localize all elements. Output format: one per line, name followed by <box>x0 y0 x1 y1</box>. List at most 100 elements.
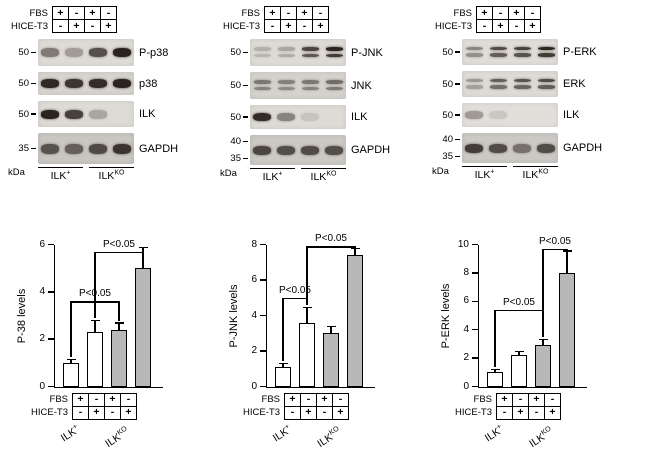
axis-tick-icon <box>259 243 266 246</box>
protein-band <box>89 79 107 88</box>
condition-cell: + <box>84 6 101 20</box>
tick-label: 0 <box>463 380 469 392</box>
bar <box>135 268 151 387</box>
axis-tick-icon <box>47 338 54 340</box>
mw-number: 40 <box>442 134 453 145</box>
kda-row: kDa ILK+ ILKKO <box>432 166 630 181</box>
protein-band <box>89 109 107 119</box>
bar <box>487 372 503 387</box>
blot-row: 50 ILK <box>220 105 418 129</box>
mw-tick-icon <box>31 82 36 85</box>
protein-band <box>301 80 319 84</box>
kda-label: kDa <box>8 167 25 178</box>
mw-number: 50 <box>18 108 29 120</box>
mw-marker: 50 <box>230 81 248 90</box>
group-label-text: ILK+ <box>270 422 291 444</box>
mw-markers: 50 <box>8 72 38 95</box>
mw-tick-icon <box>31 113 36 115</box>
protein-band <box>513 53 531 57</box>
protein-band <box>489 53 507 57</box>
axis-tick-icon <box>259 350 266 352</box>
condition-cell: - <box>284 405 301 420</box>
protein-band <box>277 53 295 58</box>
protein-band <box>41 79 59 88</box>
protein-band <box>89 143 107 154</box>
error-bar-cap <box>490 368 500 371</box>
protein-band <box>513 46 531 51</box>
error-bar-cap <box>326 325 336 328</box>
significance-label: P<0.05 <box>315 233 347 245</box>
mw-number: 50 <box>230 80 241 91</box>
tick-label: 4 <box>39 285 45 297</box>
error-bar <box>118 323 120 330</box>
condition-cell: - <box>104 405 121 420</box>
kda-label: kDa <box>220 168 237 179</box>
condition-cell: + <box>300 405 317 420</box>
error-bar-cap <box>514 351 524 353</box>
axis-tick-icon <box>259 385 266 388</box>
condition-row-label: HICE-T3 <box>11 20 48 32</box>
mw-number: 50 <box>18 47 29 58</box>
axis-tick-icon <box>259 279 266 281</box>
condition-cell: + <box>68 19 85 33</box>
blot-label: GAPDH <box>351 144 391 156</box>
blot-label: GAPDH <box>139 142 179 155</box>
protein-band <box>277 47 295 51</box>
condition-cell: + <box>512 405 529 420</box>
condition-cell: + <box>296 6 313 20</box>
mw-markers: 40 35 <box>220 135 250 165</box>
bar <box>299 322 315 387</box>
axis-tick-icon <box>471 328 478 331</box>
protein-band <box>253 53 271 58</box>
group-label: ILKKO <box>527 424 556 449</box>
mw-marker: 35 <box>442 152 460 161</box>
blot-label: P-p38 <box>139 46 169 59</box>
mw-marker: 40 <box>230 137 248 146</box>
lane-group-label: ILKKO <box>513 166 558 181</box>
protein-band <box>41 48 59 57</box>
protein-band <box>513 78 531 83</box>
error-bar-cap <box>538 338 548 341</box>
blot-image-GAPDH <box>250 135 346 165</box>
error-bar-cap <box>114 322 124 324</box>
significance-bracket-leg <box>566 248 568 253</box>
condition-cell: + <box>312 19 329 33</box>
condition-row-label: FBS <box>241 7 260 19</box>
condition-row-label: FBS <box>29 7 48 19</box>
mw-markers: 50 <box>432 103 462 127</box>
error-bar <box>494 370 496 373</box>
blot-label: ILK <box>139 108 156 120</box>
condition-cell: - <box>264 19 281 33</box>
mw-number: 50 <box>230 47 241 58</box>
protein-band <box>537 78 555 83</box>
significance-bracket-leg <box>142 251 144 256</box>
condition-cell: - <box>72 405 89 420</box>
lane-group-label: ILK+ <box>250 168 295 183</box>
axis-tick-icon <box>471 385 478 388</box>
mw-tick-icon <box>243 84 248 87</box>
blot-row-section: FBS + - + - HICE-T3- + - +50 P-p38 50 p38 50 ILK 35 GAP… <box>0 0 650 183</box>
blot-image-P-ERK <box>462 39 558 65</box>
mw-markers: 40 35 <box>432 133 462 163</box>
mw-number: 35 <box>230 153 241 164</box>
blot-row: 35 GAPDH <box>8 133 206 164</box>
condition-cell: - <box>332 392 349 407</box>
axis-tick-icon <box>471 272 478 274</box>
blot-image-P-p38 <box>38 39 134 66</box>
protein-band <box>537 143 555 153</box>
protein-band <box>253 113 271 121</box>
blot-row: 50 p38 <box>8 72 206 95</box>
axis-tick-icon <box>471 300 478 303</box>
lane-group-label: ILKKO <box>89 167 134 182</box>
protein-band <box>301 47 319 51</box>
axis-tick-icon <box>47 243 54 246</box>
tick-label: 2 <box>251 345 257 356</box>
mw-tick-icon <box>243 116 248 118</box>
protein-band <box>253 80 271 84</box>
blot-image-ILK <box>250 105 346 129</box>
bar <box>559 272 575 387</box>
protein-band <box>465 78 483 83</box>
condition-row-label: FBS <box>49 394 68 405</box>
error-bar <box>306 308 308 323</box>
group-label-text: ILKKO <box>314 424 341 450</box>
